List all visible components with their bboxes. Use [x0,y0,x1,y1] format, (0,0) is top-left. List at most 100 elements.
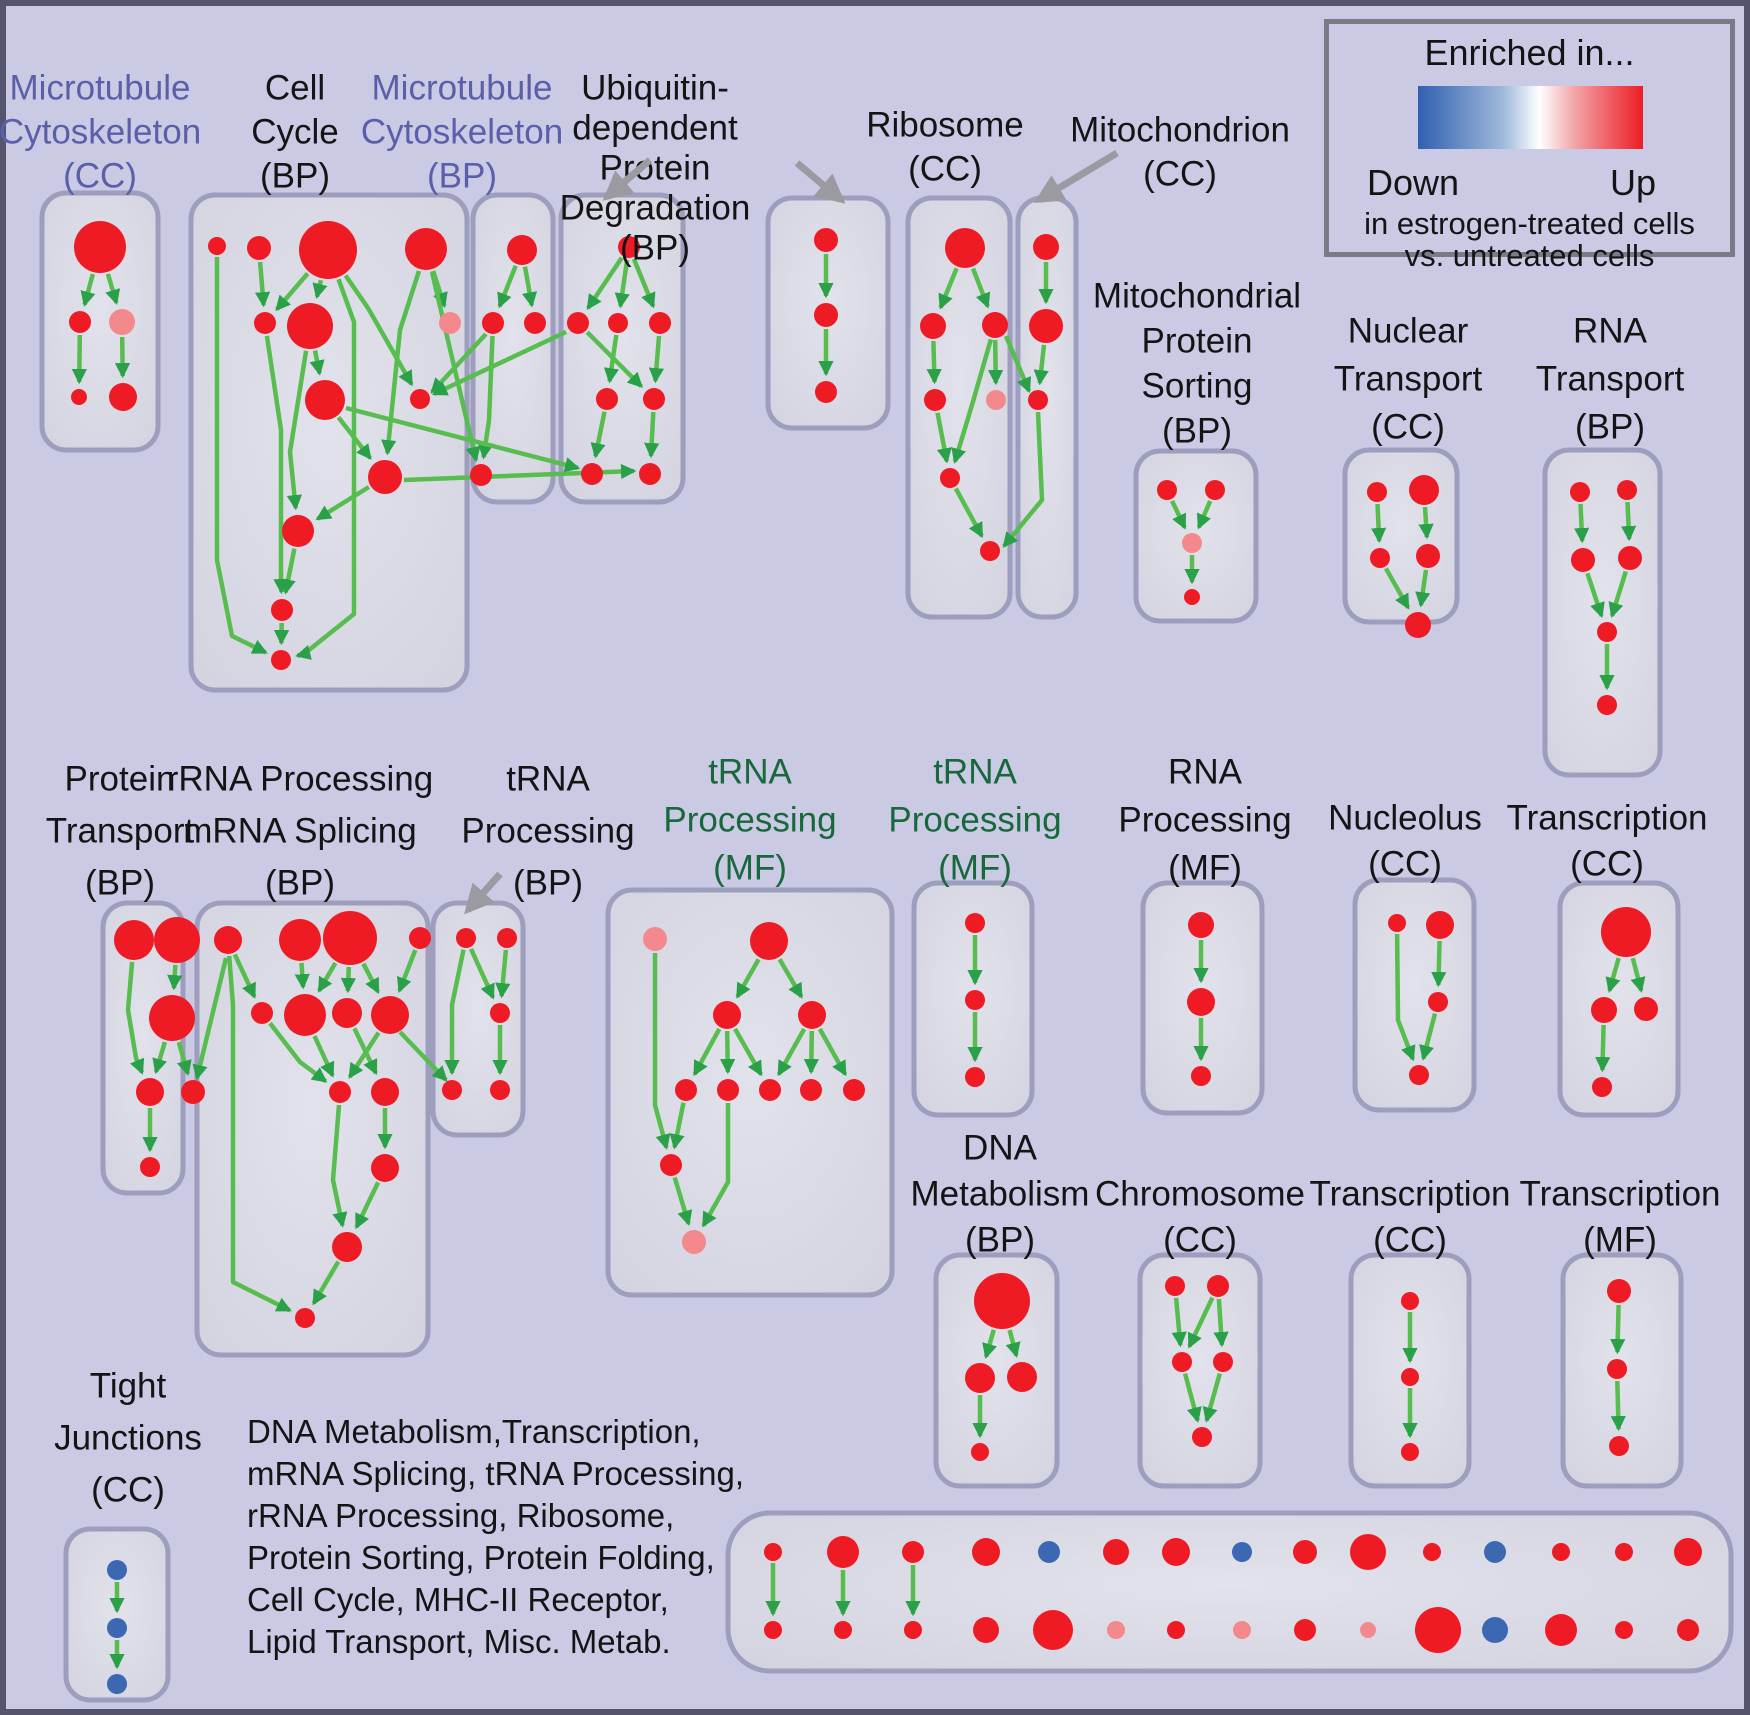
edge-trna-mf-large-3-6 [776,1027,807,1077]
edge-trna-bp-0-2 [468,947,496,1000]
annotation-text-line: Cell Cycle, MHC-II Receptor, [247,1581,669,1618]
edge-rrna-mrna-3-7 [397,949,418,993]
node-misc-cluster-26 [1482,1617,1508,1643]
label-chromosome-line-1: (CC) [1163,1221,1237,1260]
label-rna-transport-line-1: Transport [1536,360,1685,399]
node-transcription-cc-mid-0 [1601,907,1651,957]
label-ubiquitin-line-2: Protein [600,149,711,188]
node-chromosome-0 [1165,1276,1185,1296]
node-misc-cluster-23 [1294,1619,1316,1641]
node-ribosome-1 [920,313,946,339]
node-transcription-cc-bot-1 [1401,1368,1419,1386]
edge-cell-cycle-3-9 [381,270,422,456]
node-nuclear-transport-3 [1416,544,1440,568]
edge-ribosome-5-6 [953,487,984,539]
node-cell-cycle-2 [299,221,357,279]
edge-rrna-mrna-2-6 [340,966,357,994]
node-trna-bp-0 [456,928,476,948]
labels-layer: Microtubule Cytoskeleton (CC) Cell Cycle (BP)… [0,69,1721,1510]
node-trna-mf-large-2 [713,1001,741,1029]
node-misc-cluster-3 [972,1538,1000,1566]
edge-trna-bp-0-3 [444,949,466,1076]
cross-edge-8 [398,1030,448,1082]
node-misc-cluster-25 [1415,1607,1461,1653]
node-microtubule-cc-3 [71,389,87,405]
label-rrna-mrna-line-0: rRNA Processing [167,760,433,799]
node-rrna-mrna-6 [332,998,362,1028]
node-transcription-mf-1 [1607,1359,1627,1379]
label-rna-transport-line-2: (BP) [1575,408,1645,447]
node-rna-transport-5 [1597,695,1617,715]
edge-cell-cycle-9-10 [315,485,371,521]
edge-rrna-mrna-0-4 [232,953,257,999]
node-nucleolus-3 [1409,1065,1429,1085]
edge-transcription-cc-mid-1-3 [1595,1024,1611,1073]
edge-protein-transport-1-2 [167,964,183,991]
label-protein-transport-line-1: Transport [46,812,195,851]
edge-transcription-mf-0-1 [1610,1304,1626,1355]
edge-trna-mf-large-3-8 [817,1027,848,1077]
edge-rrna-mrna-0-12 [226,955,292,1313]
node-mito-sorting-3 [1184,589,1200,605]
label-cell-cycle-line-2: (BP) [260,157,330,196]
edge-rrna-mrna-8-11 [330,1104,348,1228]
node-misc-cluster-18 [973,1617,999,1643]
label-microtubule-bp-line-1: Cytoskeleton [361,113,563,152]
edge-trna-mf-large-5-10 [701,1103,731,1228]
cross-edge-2 [429,271,481,463]
node-rrna-mrna-8 [329,1081,351,1103]
node-cell-cycle-7 [305,380,345,420]
node-misc-cluster-19 [1033,1610,1073,1650]
node-rrna-mrna-4 [251,1002,273,1024]
label-mitochondrion-line-1: (CC) [1143,155,1217,194]
cross-edge-6 [1002,411,1045,548]
label-dna-metab-line-0: DNA [963,1129,1038,1168]
node-misc-cluster-24 [1360,1622,1376,1638]
node-rrna-mrna-10 [371,1154,399,1182]
edge-dna-metab-0-2 [1005,1329,1021,1358]
edge-mitochondrion-1-2 [1033,344,1049,386]
node-ribosome-2 [982,312,1008,338]
edge-rna-transport-1-3 [1620,501,1637,542]
edge-rrna-mrna-4-8 [268,1021,328,1083]
node-misc-cluster-11 [1484,1541,1506,1563]
legend-subtitle-2: vs. untreated cells [1404,238,1655,273]
node-dna-metab-1 [965,1363,995,1393]
edge-mito-sorting-1-2 [1196,500,1213,530]
label-trna-bp-line-1: Processing [461,812,634,851]
cross-edge-7 [192,957,229,1081]
node-ubiquitin-1-4 [596,388,618,410]
edge-trna-mf-large-9-10 [672,1176,693,1226]
label-tight-junctions-line-0: Tight [90,1367,167,1406]
annotation-text-line: Protein Sorting, Protein Folding, [247,1539,715,1576]
node-chromosome-4 [1192,1427,1212,1447]
node-trna-mf-large-10 [682,1230,706,1254]
label-mito-sorting-line-1: Protein [1142,322,1253,361]
edge-rrna-mrna-1-5 [294,962,310,990]
node-misc-cluster-0 [764,1543,782,1561]
label-nucleolus-line-1: (CC) [1368,845,1442,884]
cluster-box-tight-junctions [63,1526,171,1703]
node-protein-transport-1 [154,917,200,963]
node-cell-cycle-10 [282,515,314,547]
cluster-box-protein-transport [100,900,186,1196]
edge-rna-transport-2-4 [1585,572,1605,619]
node-trna-mf-small-2 [965,1067,985,1087]
edge-trna-mf-large-4-9 [669,1102,686,1150]
node-dna-metab-3 [971,1443,989,1461]
node-trna-mf-small-1 [965,990,985,1010]
node-misc-cluster-16 [834,1621,852,1639]
edge-nucleolus-1-2 [1431,940,1447,988]
label-ubiquitin-line-0: Ubiquitin- [581,69,729,108]
edge-cell-cycle-5-10 [286,350,309,511]
edge-microtubule-cc-2-4 [114,336,131,379]
node-microtubule-cc-0 [74,221,126,273]
label-nuclear-transport-line-2: (CC) [1371,408,1445,447]
node-cell-cycle-8 [410,389,430,409]
node-ubiquitin-1-0 [618,236,640,258]
label-pointer-arrow-3 [464,871,503,915]
node-misc-cluster-22 [1233,1621,1251,1639]
legend-subtitle-1: in estrogen-treated cells [1364,206,1695,241]
label-chromosome-line-0: Chromosome [1095,1175,1305,1214]
